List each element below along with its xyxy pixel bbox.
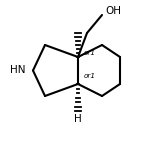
Text: or1: or1: [83, 50, 95, 56]
Text: H: H: [74, 114, 82, 124]
Text: OH: OH: [105, 6, 121, 16]
Text: or1: or1: [83, 73, 95, 79]
Text: HN: HN: [10, 65, 26, 75]
